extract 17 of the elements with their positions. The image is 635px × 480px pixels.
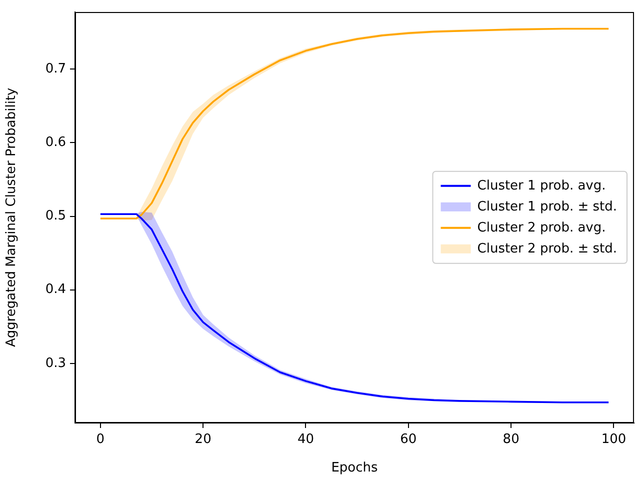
y-tick-label: 0.4 xyxy=(45,282,66,298)
y-tick-label: 0.6 xyxy=(45,135,66,150)
x-tick-label: 60 xyxy=(400,432,417,448)
y-tick-label: 0.7 xyxy=(45,62,66,77)
y-axis-title: Aggregated Marginal Cluster Probability xyxy=(4,87,20,348)
legend-label: Cluster 2 prob. avg. xyxy=(477,220,606,236)
y-tick-label: 0.5 xyxy=(45,208,66,224)
x-tick-label: 100 xyxy=(601,432,626,448)
x-tick-label: 0 xyxy=(96,432,105,448)
x-axis-title: Epochs xyxy=(331,460,378,476)
annotation: Cluster 2 prob. ± std. xyxy=(477,241,618,256)
y-tick-label: 0.3 xyxy=(45,356,66,371)
x-tick-label: 20 xyxy=(194,432,212,448)
legend-label: Cluster 1 prob. avg. xyxy=(477,178,606,194)
x-tick-label: 80 xyxy=(502,432,520,448)
x-tick-label: 40 xyxy=(297,432,314,448)
annotation: Cluster 1 prob. ± std. xyxy=(477,199,618,214)
